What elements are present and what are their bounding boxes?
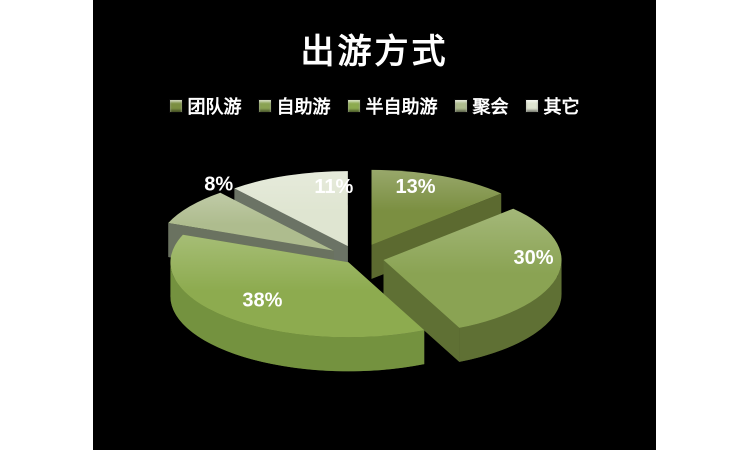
legend-item-4: 聚会 bbox=[453, 93, 509, 119]
legend-label: 半自助游 bbox=[365, 97, 438, 117]
slice-label-1: 13% bbox=[395, 176, 435, 198]
slice-label-2: 30% bbox=[513, 247, 553, 269]
legend-swatch-icon bbox=[346, 99, 361, 113]
chart-title: 出游方式 bbox=[300, 33, 449, 71]
legend-label: 团队游 bbox=[187, 97, 242, 117]
pie-slice-gloss bbox=[234, 171, 348, 247]
pie-slice-rim bbox=[170, 262, 425, 372]
legend-swatch-icon bbox=[168, 99, 183, 113]
slice-label-4: 8% bbox=[204, 174, 233, 196]
legend-label: 自助游 bbox=[276, 97, 331, 117]
legend-swatch-icon bbox=[524, 99, 539, 113]
pie-slice-rim bbox=[459, 260, 562, 362]
slice-label-3: 38% bbox=[242, 289, 282, 311]
legend-swatch-icon bbox=[453, 99, 468, 113]
pie-slice-gloss bbox=[383, 208, 562, 328]
legend: 团队游 自助游 半自助游 聚会 其它 bbox=[93, 93, 656, 119]
legend-item-2: 自助游 bbox=[257, 93, 331, 119]
pie-slice-gloss bbox=[371, 169, 502, 245]
legend-item-5: 其它 bbox=[524, 93, 580, 119]
legend-item-1: 团队游 bbox=[168, 93, 242, 119]
pie-slice-gloss bbox=[170, 234, 425, 338]
slice-label-5: 11% bbox=[314, 176, 353, 198]
legend-item-3: 半自助游 bbox=[346, 93, 438, 119]
legend-label: 其它 bbox=[543, 97, 580, 117]
legend-swatch-icon bbox=[257, 99, 272, 113]
pie-slice-gloss bbox=[168, 192, 334, 251]
legend-label: 聚会 bbox=[472, 97, 509, 117]
pie-slice-wall bbox=[383, 260, 460, 362]
